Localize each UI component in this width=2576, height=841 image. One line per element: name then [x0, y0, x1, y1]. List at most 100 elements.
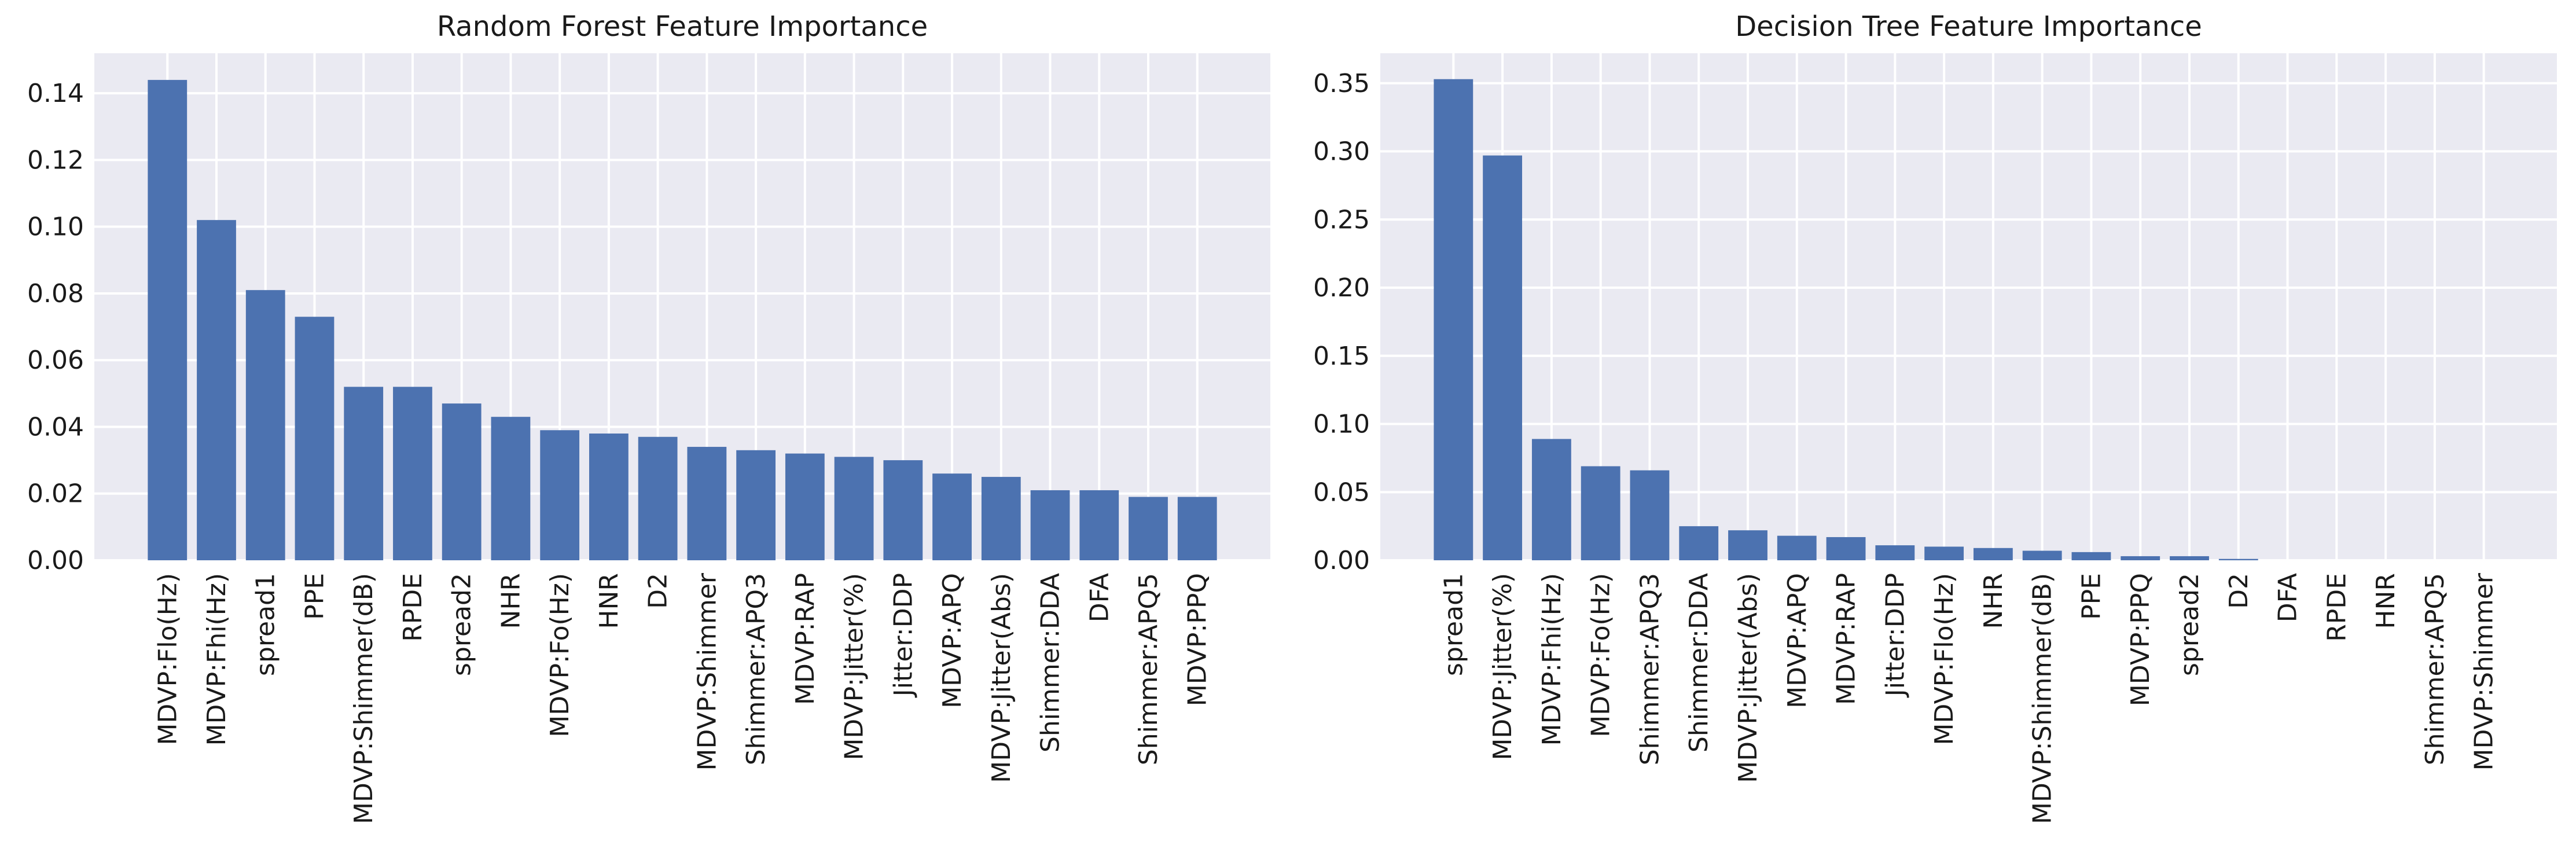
dt-ytick-label: 0.00 — [1313, 546, 1370, 575]
rf-xtick-label: Jitter:DDP — [888, 573, 918, 698]
rf-bar — [883, 460, 923, 560]
rf-xtick-label: MDVP:Flo(Hz) — [153, 573, 182, 745]
dt-xtick-label: Shimmer:APQ5 — [2420, 573, 2450, 765]
rf-bar — [540, 430, 580, 560]
rf-bar — [638, 436, 678, 560]
dt-xtick-label: D2 — [2224, 573, 2254, 609]
rf-xtick-label: spread1 — [251, 573, 281, 676]
dt-xtick-label: MDVP:Fhi(Hz) — [1537, 573, 1567, 745]
rf-bar — [295, 317, 335, 560]
random-forest-panel: 0.00 0.02 0.04 0.06 0.08 0.10 0.12 0.14 MDVP:Flo… — [27, 10, 1270, 824]
dt-bar — [1826, 537, 1866, 560]
dt-bar — [1531, 439, 1571, 560]
dt-xtick-label: spread1 — [1439, 573, 1468, 676]
rf-chart-title: Random Forest Feature Importance — [437, 10, 928, 43]
rf-ytick-label: 0.04 — [27, 412, 84, 442]
dt-xtick-label: HNR — [2371, 573, 2401, 629]
decision-tree-panel: 0.00 0.05 0.10 0.15 0.20 0.25 0.30 0.35 spread1 M… — [1313, 10, 2557, 824]
dt-bar — [1483, 155, 1523, 560]
rf-bar — [197, 220, 236, 560]
dt-xtick-label: spread2 — [2175, 573, 2204, 676]
rf-bar — [932, 473, 972, 560]
rf-bar — [1129, 497, 1168, 560]
dt-ytick-label: 0.05 — [1313, 478, 1370, 507]
rf-xtick-label: Shimmer:DDA — [1036, 573, 1065, 752]
dt-bar — [1973, 548, 2013, 560]
dt-bar — [1728, 530, 1767, 560]
rf-xtick-label: MDVP:Shimmer — [692, 572, 722, 770]
rf-xtick-label: MDVP:PPQ — [1183, 573, 1212, 706]
dt-xtick-label: MDVP:Shimmer — [2470, 572, 2499, 770]
rf-bar — [1079, 490, 1119, 560]
rf-ytick-label: 0.00 — [27, 546, 84, 575]
dt-xtick-label: MDVP:Flo(Hz) — [1930, 573, 1959, 745]
rf-bar — [687, 447, 727, 560]
rf-xtick-label: HNR — [594, 573, 624, 629]
rf-ytick-label: 0.14 — [27, 79, 84, 108]
rf-xtick-label: PPE — [300, 573, 329, 620]
rf-ytick-label: 0.12 — [27, 145, 84, 175]
dt-ytick-label: 0.35 — [1313, 69, 1370, 98]
rf-bar — [1030, 490, 1070, 560]
rf-xtick-label: MDVP:APQ — [938, 573, 967, 708]
rf-xtick-label: RPDE — [398, 573, 428, 642]
rf-xtick-label: D2 — [644, 573, 673, 609]
dt-xtick-label: MDVP:Fo(Hz) — [1586, 573, 1616, 737]
rf-bar — [981, 476, 1021, 560]
rf-xtick-label: MDVP:Jitter(Abs) — [987, 573, 1016, 783]
dt-bar — [1679, 526, 1719, 560]
rf-bar — [736, 450, 776, 560]
rf-xtick-label: MDVP:Fo(Hz) — [545, 573, 575, 737]
rf-xtick-label: MDVP:RAP — [791, 573, 820, 705]
dt-bar — [2218, 559, 2258, 560]
dt-bar — [2170, 556, 2209, 560]
rf-xtick-label: Shimmer:APQ5 — [1134, 573, 1163, 765]
dt-ytick-label: 0.10 — [1313, 410, 1370, 439]
rf-xtick-label: DFA — [1085, 573, 1114, 622]
dt-bar — [1434, 79, 1473, 560]
dt-xtick-label: PPE — [2077, 573, 2106, 620]
rf-xtick-label: MDVP:Fhi(Hz) — [202, 573, 231, 745]
dt-xtick-label: MDVP:Shimmer(dB) — [2028, 573, 2057, 824]
dt-ytick-label: 0.25 — [1313, 205, 1370, 234]
dt-ytick-label: 0.15 — [1313, 341, 1370, 371]
dt-xtick-label: MDVP:APQ — [1783, 573, 1812, 708]
rf-ytick-label: 0.02 — [27, 479, 84, 509]
rf-bar — [393, 387, 432, 560]
dt-xtick-label: RPDE — [2322, 573, 2351, 642]
dt-chart-title: Decision Tree Feature Importance — [1735, 10, 2202, 43]
dt-ytick-label: 0.20 — [1313, 273, 1370, 303]
dt-xtick-label: Shimmer:APQ3 — [1635, 573, 1664, 765]
dt-bar — [2022, 550, 2062, 560]
rf-xtick-label: NHR — [496, 573, 526, 629]
dt-bar — [1924, 546, 1964, 560]
dt-xtick-label: MDVP:Jitter(%) — [1488, 573, 1517, 761]
dt-bar — [1875, 545, 1915, 560]
rf-xtick-label: MDVP:Jitter(%) — [840, 573, 869, 761]
rf-ytick-label: 0.08 — [27, 279, 84, 309]
rf-bar — [1177, 497, 1217, 560]
rf-bar — [148, 80, 188, 560]
rf-bar — [491, 417, 531, 560]
dt-bar — [1777, 535, 1817, 560]
dt-xtick-label: DFA — [2273, 573, 2303, 622]
rf-bar — [834, 457, 874, 560]
dt-bar — [2121, 556, 2160, 560]
rf-ytick-label: 0.10 — [27, 212, 84, 242]
rf-plot-area — [94, 53, 1270, 560]
rf-bar — [589, 434, 629, 560]
dt-plot-area — [1380, 53, 2557, 560]
rf-ytick-label: 0.06 — [27, 346, 84, 375]
dt-xtick-label: NHR — [1979, 573, 2008, 629]
dt-xtick-label: MDVP:PPQ — [2126, 573, 2155, 706]
rf-bar — [245, 290, 285, 560]
dt-xtick-label: MDVP:Jitter(Abs) — [1733, 573, 1763, 783]
dt-xtick-label: MDVP:RAP — [1832, 573, 1861, 705]
dt-bar — [1630, 470, 1670, 560]
dt-bar — [1581, 466, 1620, 560]
rf-xtick-label: MDVP:Shimmer(dB) — [349, 573, 379, 824]
dt-bar — [2071, 552, 2111, 560]
rf-bar — [442, 403, 482, 560]
rf-xtick-label: Shimmer:APQ3 — [741, 573, 771, 765]
